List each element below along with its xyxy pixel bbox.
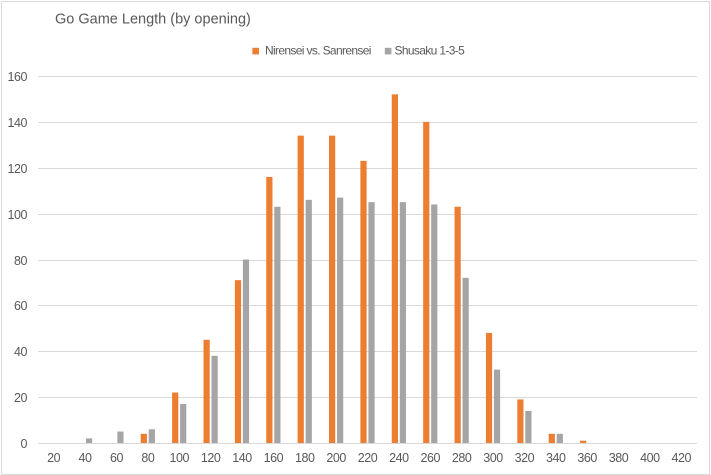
svg-text:Shusaku 1-3-5: Shusaku 1-3-5	[395, 43, 466, 57]
svg-text:220: 220	[358, 451, 378, 465]
svg-text:40: 40	[14, 345, 28, 359]
svg-text:100: 100	[7, 208, 27, 222]
svg-text:120: 120	[7, 162, 27, 176]
svg-text:80: 80	[14, 254, 28, 268]
svg-text:380: 380	[609, 451, 629, 465]
svg-text:160: 160	[7, 70, 27, 84]
svg-text:20: 20	[47, 451, 61, 465]
svg-text:Nirensei vs. Sanrensei: Nirensei vs. Sanrensei	[265, 43, 371, 57]
svg-text:300: 300	[483, 451, 503, 465]
svg-text:40: 40	[79, 451, 93, 465]
svg-text:360: 360	[577, 451, 597, 465]
svg-text:20: 20	[14, 391, 28, 405]
svg-text:200: 200	[326, 451, 346, 465]
svg-text:140: 140	[7, 116, 27, 130]
svg-text:280: 280	[452, 451, 472, 465]
svg-text:400: 400	[640, 451, 660, 465]
svg-text:420: 420	[672, 451, 692, 465]
svg-text:Go Game Length (by opening): Go Game Length (by opening)	[55, 12, 251, 28]
svg-text:240: 240	[389, 451, 409, 465]
svg-text:160: 160	[264, 451, 284, 465]
svg-text:180: 180	[295, 451, 315, 465]
svg-text:80: 80	[141, 451, 155, 465]
svg-text:340: 340	[546, 451, 566, 465]
svg-text:120: 120	[201, 451, 221, 465]
svg-text:60: 60	[14, 299, 28, 313]
svg-text:140: 140	[232, 451, 252, 465]
svg-text:320: 320	[515, 451, 535, 465]
svg-text:100: 100	[169, 451, 189, 465]
svg-text:60: 60	[110, 451, 124, 465]
svg-text:260: 260	[421, 451, 441, 465]
svg-text:0: 0	[20, 437, 27, 451]
